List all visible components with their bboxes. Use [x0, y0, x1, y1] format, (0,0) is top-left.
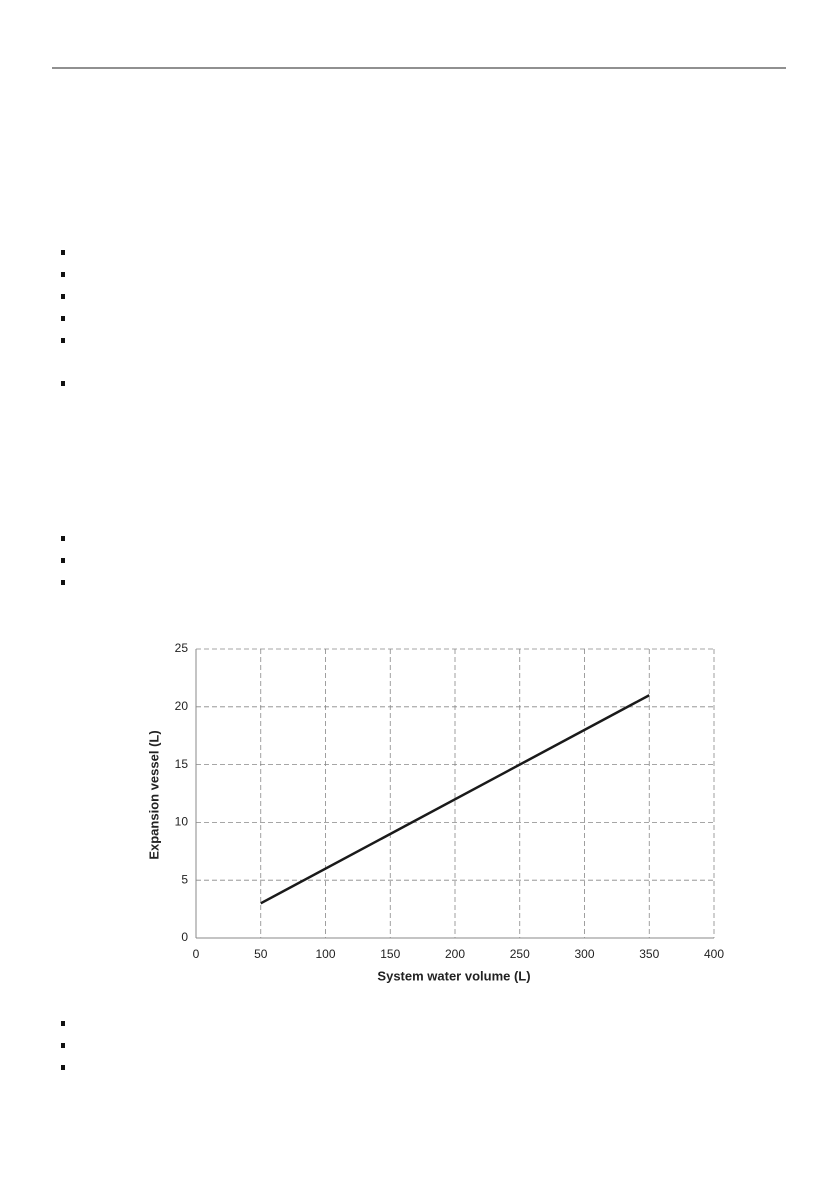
- x-tick-label: 100: [315, 947, 335, 961]
- y-axis-label: Expansion vessel (L): [146, 730, 161, 859]
- x-tick-label: 350: [639, 947, 659, 961]
- bullet: [61, 1043, 65, 1048]
- bullets: [61, 250, 65, 1070]
- bullet: [61, 272, 65, 277]
- x-tick-label: 50: [254, 947, 268, 961]
- bullet: [61, 316, 65, 321]
- bullet: [61, 558, 65, 563]
- bullet: [61, 1021, 65, 1026]
- x-tick-label: 200: [445, 947, 465, 961]
- bullet: [61, 536, 65, 541]
- y-tick-label: 10: [175, 815, 189, 829]
- bullet: [61, 250, 65, 255]
- bullet: [61, 381, 65, 386]
- y-tick-label: 5: [181, 872, 188, 886]
- bullet: [61, 294, 65, 299]
- x-tick-label: 400: [704, 947, 724, 961]
- y-tick-label: 0: [181, 930, 188, 944]
- bullet: [61, 580, 65, 585]
- x-tick-label: 250: [510, 947, 530, 961]
- x-tick-label: 0: [193, 947, 200, 961]
- data-line: [260, 694, 650, 905]
- x-axis-label: System water volume (L): [377, 968, 530, 983]
- y-tick-label: 15: [175, 757, 189, 771]
- chart: System water volume (L) Expansion vessel…: [146, 641, 724, 983]
- y-tick-label: 20: [175, 699, 189, 713]
- x-tick-label: 300: [574, 947, 594, 961]
- bullet: [61, 1065, 65, 1070]
- x-tick-label: 150: [380, 947, 400, 961]
- y-tick-label: 25: [175, 641, 189, 655]
- bullet: [61, 338, 65, 343]
